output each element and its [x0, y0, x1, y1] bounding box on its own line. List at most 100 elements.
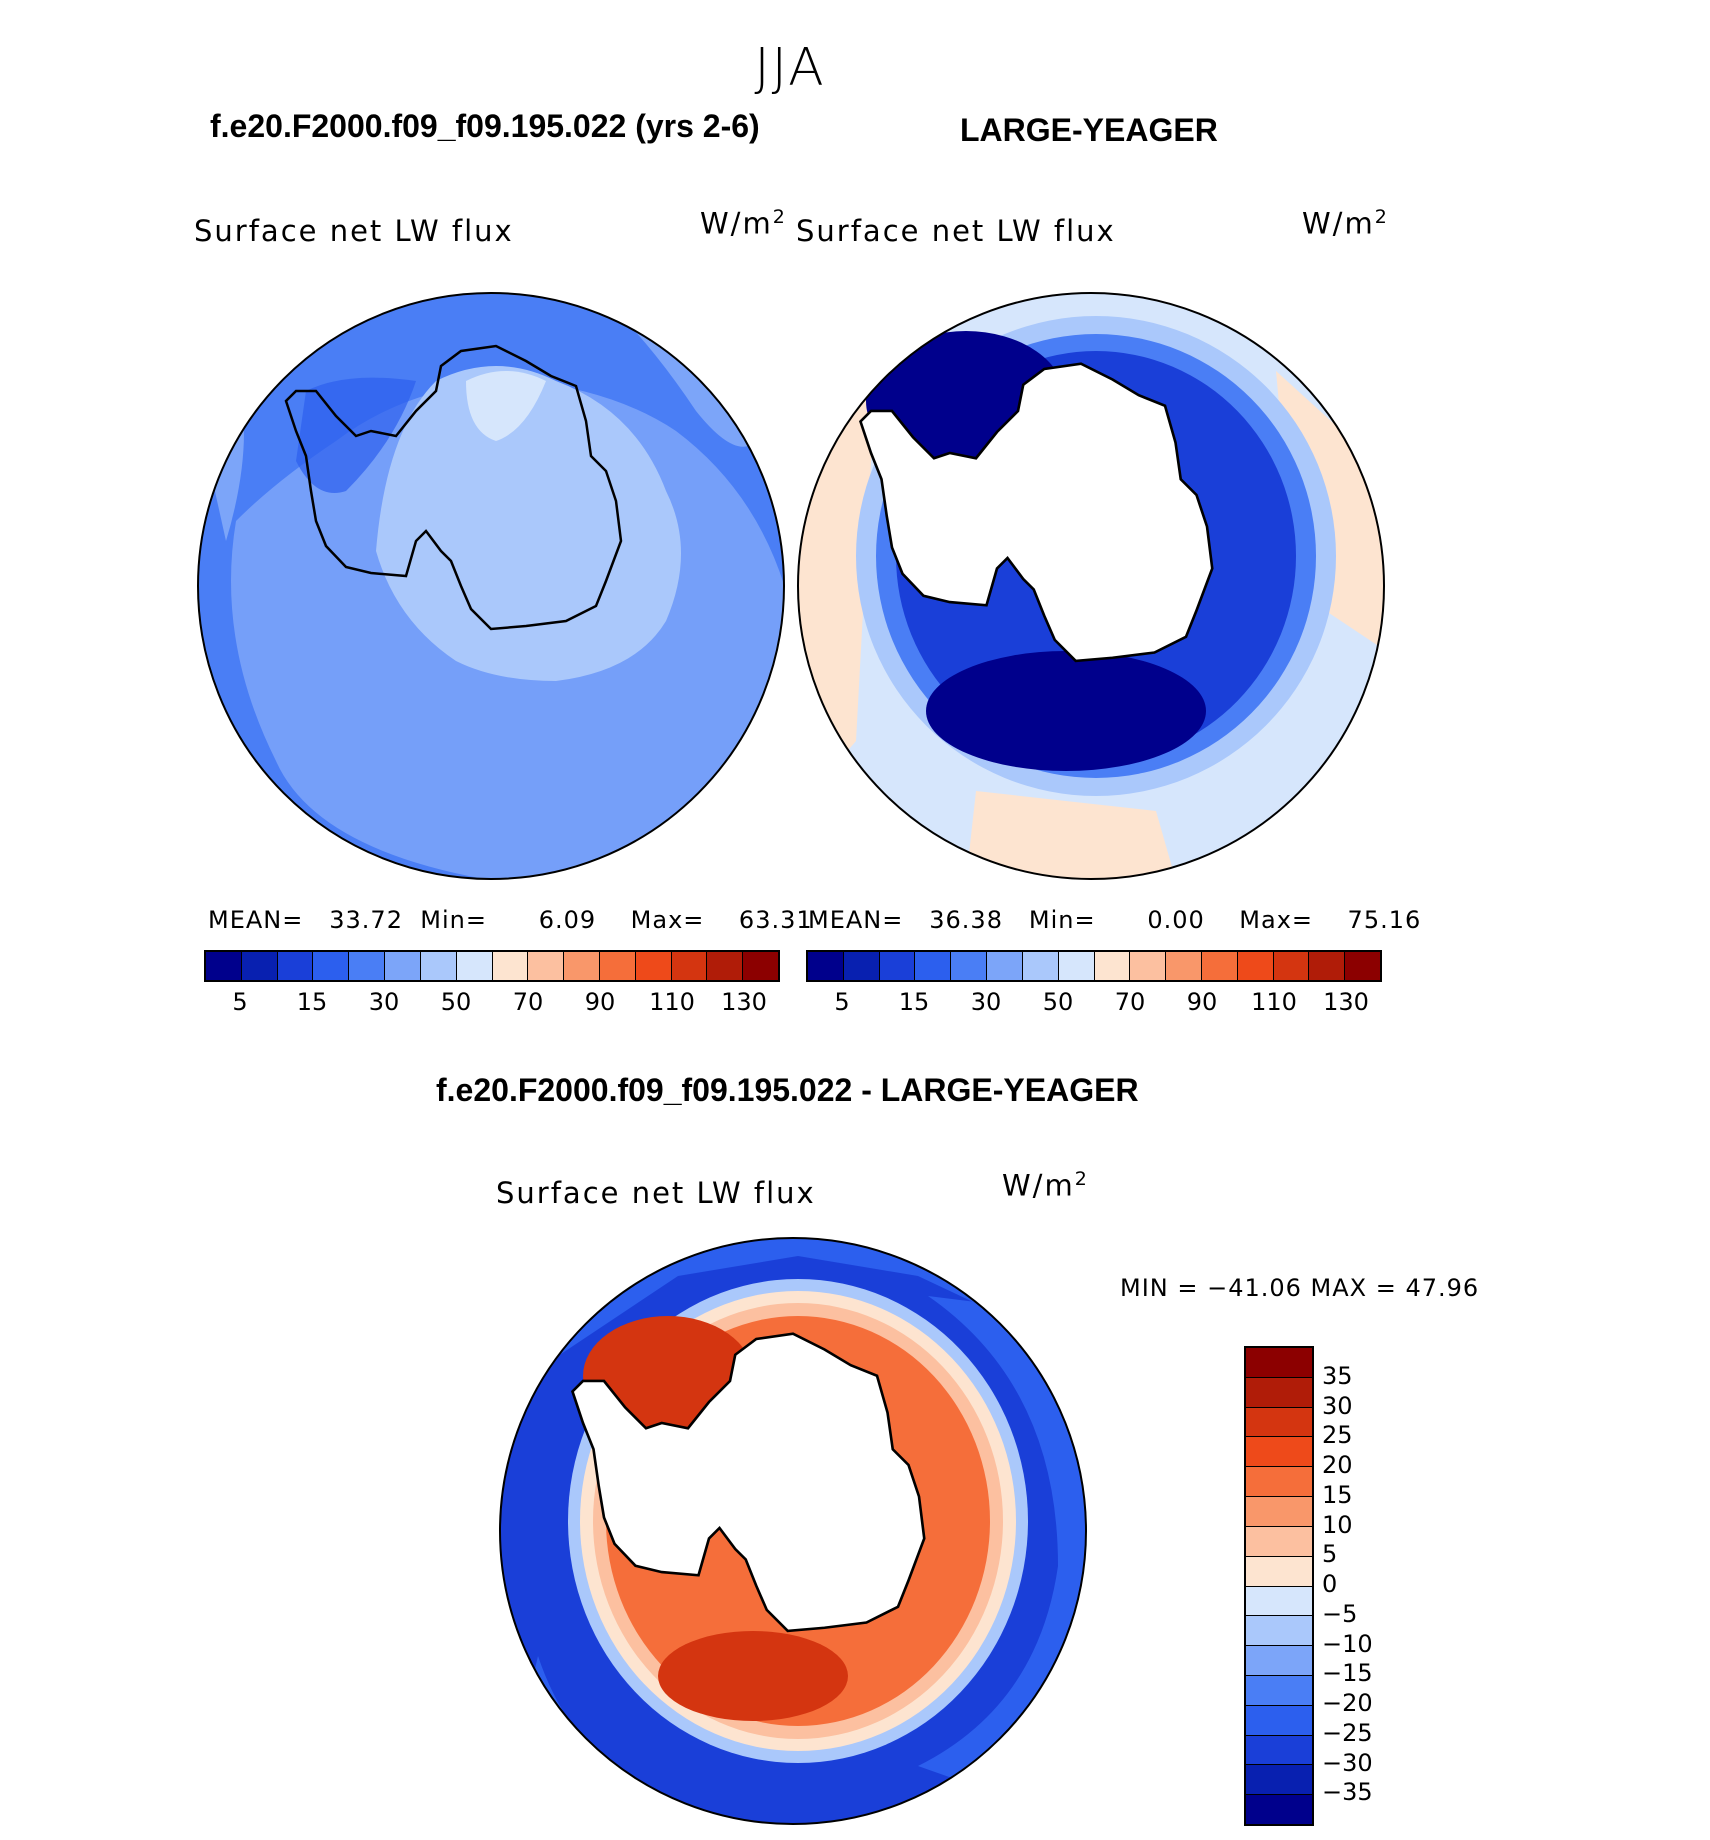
obs-field-warm-south — [966, 791, 1176, 879]
diff-units-exp: 2 — [1074, 1168, 1089, 1190]
obs-colorbar-swatch — [987, 952, 1023, 980]
obs-min-label: Min= — [1028, 906, 1096, 934]
model-min-label: Min= — [420, 906, 487, 934]
obs-colorbar-swatch — [1309, 952, 1346, 980]
obs-coastline — [858, 362, 1214, 663]
diff-minmax: MIN = −41.06 MAX = 47.96 — [1120, 1274, 1480, 1302]
diff-colorbar-tick-label: 10 — [1322, 1510, 1353, 1539]
model-coastline — [284, 344, 623, 631]
diff-colorbar-swatch — [1246, 1675, 1312, 1706]
model-colorbar-tick-label: 50 — [440, 988, 472, 1016]
model-colorbar-swatch — [671, 952, 708, 980]
obs-colorbar-swatch — [1058, 952, 1095, 980]
obs-colorbar-tick-label: 130 — [1323, 988, 1369, 1016]
obs-colorbar-swatch — [915, 952, 952, 980]
diff-coastline — [570, 1332, 926, 1633]
obs-colorbar-tick-label: 110 — [1251, 988, 1297, 1016]
diff-field-core-south — [658, 1631, 848, 1721]
model-colorbar-tick-label: 70 — [512, 988, 544, 1016]
diff-colorbar-tick-label: −20 — [1322, 1689, 1373, 1717]
obs-colorbar-tick-label: 15 — [898, 988, 930, 1016]
model-field-patch-north — [616, 311, 756, 447]
diff-colorbar-swatch — [1246, 1526, 1312, 1557]
model-stats: MEAN= 33.72 Min= 6.09 Max= 63.31 — [208, 906, 813, 934]
model-max-label: Max= — [630, 906, 705, 934]
obs-colorbar — [806, 950, 1382, 982]
diff-colorbar-tick-label: −35 — [1322, 1778, 1373, 1807]
model-max-value: 63.31 — [738, 906, 813, 934]
obs-colorbar-swatch — [1201, 952, 1238, 980]
obs-field-landmask — [860, 363, 1213, 661]
model-colorbar-swatch — [492, 952, 529, 980]
diff-colorbar-tick-label: 30 — [1322, 1391, 1353, 1420]
obs-colorbar-swatch — [1094, 952, 1131, 980]
diff-colorbar-swatch — [1246, 1616, 1312, 1647]
diff-colorbar-tick-label: 25 — [1322, 1421, 1353, 1450]
obs-colorbar-swatch — [879, 952, 916, 980]
diff-colorbar-swatch — [1246, 1556, 1312, 1587]
obs-units-base: W/m — [1302, 206, 1375, 241]
diff-colorbar-swatch — [1246, 1437, 1312, 1468]
obs-min-value: 0.00 — [1147, 906, 1205, 934]
model-case-title: f.e20.F2000.f09_f09.195.022 (yrs 2-6) — [210, 108, 760, 144]
model-min-value: 6.09 — [538, 906, 597, 934]
model-colorbar-tick-label: 15 — [296, 988, 328, 1016]
diff-colorbar-swatch — [1246, 1705, 1312, 1736]
model-colorbar-tick-label: 90 — [584, 988, 616, 1016]
diff-variable-title: Surface net LW flux — [496, 1176, 816, 1210]
diff-colorbar-swatch — [1246, 1407, 1312, 1438]
model-colorbar-swatch — [349, 952, 386, 980]
model-colorbar-swatch — [456, 952, 493, 980]
diff-colorbar-swatch — [1246, 1735, 1312, 1766]
obs-colorbar-tick-label: 70 — [1114, 988, 1146, 1016]
diff-colorbar-tick-label: −5 — [1322, 1599, 1358, 1628]
season-title: JJA — [754, 38, 826, 98]
model-colorbar-swatch — [277, 952, 314, 980]
diff-colorbar-swatch — [1246, 1586, 1312, 1617]
obs-colorbar-swatch — [1166, 952, 1202, 980]
model-colorbar-swatch — [528, 952, 565, 980]
obs-max-value: 75.16 — [1347, 906, 1422, 934]
obs-colorbar-tick-label: 90 — [1186, 988, 1218, 1016]
diff-colorbar-tick-label: 35 — [1322, 1361, 1353, 1390]
model-colorbar-swatch — [420, 952, 457, 980]
model-field-land-interior — [376, 366, 681, 681]
diff-units: W/m2 — [1002, 1168, 1089, 1203]
diff-colorbar-tick-label: 0 — [1322, 1570, 1338, 1598]
model-colorbar-swatch — [635, 952, 672, 980]
model-colorbar-tick-label: 5 — [232, 988, 248, 1016]
obs-colorbar-tick-label: 5 — [834, 988, 850, 1016]
obs-max-label: Max= — [1239, 906, 1314, 934]
model-colorbar-swatch — [564, 952, 600, 980]
obs-colorbar-swatch — [1237, 952, 1274, 980]
diff-map-border — [499, 1237, 1087, 1825]
model-colorbar-labels: 5 15 30 50 70 90 110 130 — [204, 988, 780, 1018]
obs-field-core-south — [926, 651, 1206, 771]
obs-case-title: LARGE-YEAGER — [960, 112, 1218, 148]
model-colorbar-swatch — [743, 952, 778, 980]
diff-colorbar-swatch — [1246, 1467, 1312, 1498]
obs-colorbar-swatch — [1130, 952, 1167, 980]
diff-colorbar-tick-label: −30 — [1322, 1748, 1373, 1777]
model-map-border — [197, 292, 785, 880]
model-colorbar-swatch — [707, 952, 744, 980]
model-colorbar-swatch — [241, 952, 278, 980]
diff-polar-map — [499, 1237, 1087, 1825]
model-colorbar-swatch — [313, 952, 350, 980]
model-polar-map — [197, 292, 785, 880]
model-field-land-light — [466, 371, 546, 441]
model-units-base: W/m — [700, 206, 773, 241]
diff-colorbar-tick-label: −25 — [1322, 1718, 1373, 1747]
diff-colorbar-swatch — [1246, 1765, 1312, 1796]
diff-colorbar — [1244, 1346, 1314, 1826]
model-units-exp: 2 — [772, 206, 787, 228]
obs-colorbar-swatch — [1273, 952, 1310, 980]
model-colorbar-tick-label: 110 — [649, 988, 695, 1016]
obs-colorbar-tick-label: 50 — [1042, 988, 1074, 1016]
diff-colorbar-tick-label: −15 — [1322, 1659, 1373, 1688]
model-colorbar-swatch — [385, 952, 421, 980]
diff-case-title: f.e20.F2000.f09_f09.195.022 - LARGE-YEAG… — [436, 1072, 1139, 1108]
model-units: W/m2 — [700, 206, 787, 241]
obs-mean-label: MEAN= — [808, 906, 904, 934]
model-colorbar-tick-label: 130 — [721, 988, 767, 1016]
